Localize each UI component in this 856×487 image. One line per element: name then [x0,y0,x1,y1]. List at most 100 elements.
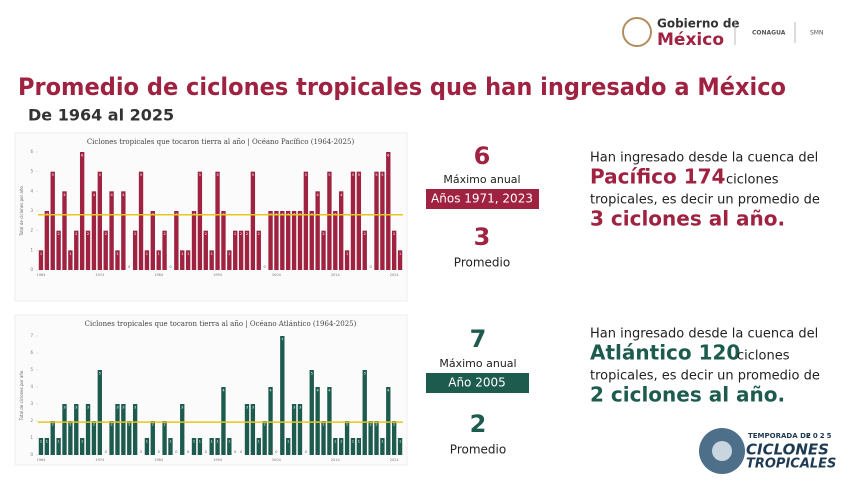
bar [56,438,61,455]
header-logos: Gobierno de México CONAGUA SMN [622,17,823,50]
data-label: 2 [240,232,242,236]
data-label: 6 [81,154,83,158]
bar [297,211,303,270]
bar [68,421,73,455]
bar [303,171,309,270]
bar [374,171,379,270]
x-tick-label: 1984 [154,458,164,462]
data-label: 2 [322,232,324,236]
bar [50,171,55,270]
stat-avg: 3 [474,223,491,251]
data-label: 2 [163,232,165,236]
text-atlantic: Han ingresado desde la cuenca del Atlánt… [590,327,820,407]
bar [168,438,173,455]
data-label: 1 [211,252,213,256]
x-tick-label: 1964 [36,458,46,462]
bar [74,404,79,455]
data-label: 1 [216,440,218,444]
logo-text: Gobierno de [657,17,740,31]
data-label: 5 [252,173,254,177]
data-label: 5 [305,173,307,177]
data-label: 2 [393,423,395,427]
slide-title: Promedio de ciclones tropicales que han … [18,73,786,101]
bar [138,171,144,270]
data-label: 3 [293,406,295,410]
bar [85,230,91,270]
x-tick-label: 2004 [272,458,282,462]
bar [244,404,250,455]
bar [256,230,261,270]
text-big: 2 ciclones al año. [590,383,785,407]
bar [280,211,285,270]
data-label: 5 [99,173,101,177]
data-label: 4 [63,193,66,197]
text-big: Atlántico 120 [590,341,740,365]
bar [109,191,114,270]
data-label: 3 [252,406,254,410]
data-label: 1 [46,440,48,444]
bar [356,171,362,270]
bar [38,438,44,455]
data-label: 0 [187,450,189,454]
bar [333,211,338,270]
y-tick-label: 1 [30,247,33,252]
stat-years: Año 2005 [448,376,506,390]
stat-label: Promedio [450,443,506,457]
data-label: 4 [317,193,320,197]
bar [132,404,138,455]
data-label: 2 [322,423,324,427]
bar [339,191,344,270]
logo-text: SMN [810,30,823,37]
chart-title: Ciclones tropicales que tocaron tierra a… [87,138,355,146]
stat-label: Máximo anual [443,173,520,186]
data-label: 4 [122,193,125,197]
stat-label: Máximo anual [439,357,516,370]
data-label: 5 [140,173,142,177]
data-label: 0 [105,450,107,454]
bar [180,250,185,270]
data-label: 2 [163,423,165,427]
data-label: 1 [146,252,148,256]
bar [150,421,155,455]
x-tick-label: 1994 [213,458,223,462]
bar [344,250,350,270]
bar [180,404,185,455]
data-label: 0 [264,265,266,269]
data-label: 1 [81,440,83,444]
bar [215,438,220,455]
chart-frame [14,132,408,302]
logo-text: CONAGUA [752,30,786,37]
season-badge: TEMPORADA DE 2025 CICLONES TROPICALES [699,428,836,474]
data-label: 1 [287,440,289,444]
stats-atlantic: 7 Máximo anual Año 2005 2 Promedio [426,325,529,457]
data-label: 5 [328,173,330,177]
bar [315,191,320,270]
data-label: 5 [358,173,360,177]
stat-years: Años 1971, 2023 [431,192,533,206]
bar [262,421,267,455]
data-label: 2 [110,423,112,427]
bar [79,438,85,455]
data-label: 4 [340,193,343,197]
bar [115,250,120,270]
data-label: 4 [269,389,272,393]
badge-text: 2025 [806,432,833,440]
bar [327,171,332,270]
data-label: 5 [99,372,101,376]
data-label: 4 [110,193,113,197]
data-label: 4 [387,389,390,393]
y-tick-label: 0 [30,452,33,457]
x-tick-label: 1974 [95,458,105,462]
data-label: 1 [40,252,42,256]
stat-label: Promedio [454,256,510,270]
bar [197,438,203,455]
text-line: ciclones [737,349,790,364]
data-label: 5 [352,173,354,177]
data-label: 5 [199,173,201,177]
y-tick-label: 2 [30,228,33,233]
bar [321,421,326,455]
bar [150,211,155,270]
bar [321,230,326,270]
data-label: 0 [205,450,207,454]
text-line: tropicales, es decir un promedio de [590,193,820,208]
